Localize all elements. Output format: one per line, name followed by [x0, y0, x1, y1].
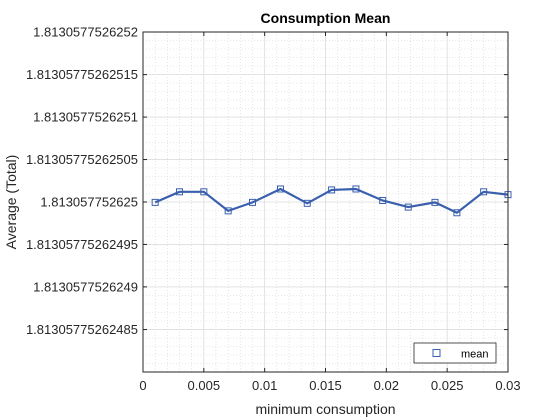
data-point — [249, 198, 256, 206]
y-tick-label: 1.81305775262495 — [26, 237, 138, 252]
x-axis-ticks: 0 0.005 0.01 0.015 0.02 0.025 0.03 — [139, 32, 521, 393]
data-point — [200, 188, 208, 196]
data-point — [276, 185, 284, 193]
data-point — [303, 199, 311, 207]
x-tick-label: 0.02 — [374, 378, 399, 393]
data-point — [480, 188, 488, 196]
data-point — [404, 203, 412, 211]
x-tick-label: 0.025 — [431, 378, 464, 393]
data-point — [176, 188, 183, 196]
y-axis-label: Average (Total) — [3, 155, 19, 250]
data-point — [379, 196, 387, 204]
legend: mean — [413, 342, 497, 364]
y-tick-label: 1.81305775262515 — [26, 67, 138, 82]
legend-box — [413, 342, 497, 364]
x-tick-label: 0.015 — [309, 378, 342, 393]
legend-label-mean: mean — [461, 349, 489, 361]
y-tick-label: 1.8130577526249 — [33, 279, 138, 294]
series-line-mean — [154, 187, 509, 214]
y-tick-label: 1.81305775262485 — [26, 322, 138, 337]
data-point — [352, 185, 360, 193]
y-tick-label: 1.81305775262505 — [26, 152, 138, 167]
x-tick-label: 0 — [139, 378, 146, 393]
data-point — [453, 209, 461, 217]
major-grid — [143, 32, 508, 372]
data-point — [151, 198, 159, 206]
series-layer — [151, 185, 512, 217]
y-tick-label: 1.8130577526251 — [33, 110, 138, 125]
y-tick-label: 1.8130577526252 — [33, 25, 138, 40]
data-point — [328, 186, 336, 194]
x-tick-label: 0.005 — [188, 378, 221, 393]
chart-title: Consumption Mean — [261, 10, 391, 26]
x-tick-label: 0.03 — [495, 378, 520, 393]
y-axis-ticks: 1.81305775262485 1.8130577526249 1.8130577… — [26, 25, 508, 337]
x-axis-label: minimum consumption — [255, 401, 395, 417]
data-point — [224, 207, 232, 215]
data-point — [431, 198, 439, 206]
x-tick-label: 0.01 — [252, 378, 277, 393]
y-tick-label: 1.813057752625 — [40, 195, 138, 210]
legend-marker-square — [432, 349, 441, 357]
